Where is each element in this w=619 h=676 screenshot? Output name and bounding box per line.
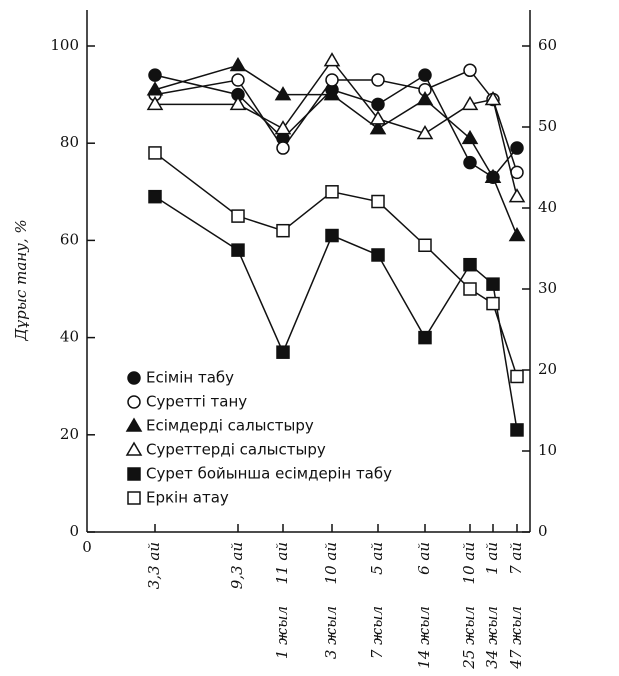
legend-marker bbox=[127, 395, 141, 409]
legend-marker bbox=[125, 417, 143, 432]
marker bbox=[229, 95, 247, 111]
y2-tick-label: 20 bbox=[538, 360, 557, 378]
x-tick-label: 14 жыл bbox=[415, 606, 433, 669]
marker bbox=[461, 129, 479, 145]
marker bbox=[325, 73, 339, 87]
x-tick-label: 10 ай bbox=[460, 542, 478, 584]
marker bbox=[229, 56, 247, 72]
y2-tick-label: 50 bbox=[538, 117, 557, 135]
x-tick-label: 25 жыл bbox=[460, 606, 478, 670]
x-tick-label: 1 жыл bbox=[273, 606, 291, 659]
marker bbox=[510, 369, 524, 384]
legend-label: Есімдерді салыстыру bbox=[146, 417, 314, 435]
legend-label: Сурет бойынша есімдерін табу bbox=[146, 465, 392, 483]
y-tick-label: 40 bbox=[60, 328, 79, 346]
marker bbox=[461, 95, 479, 111]
x-tick-label: 3 жыл bbox=[322, 606, 340, 659]
marker bbox=[146, 81, 164, 96]
marker bbox=[416, 124, 434, 140]
legend-label: Есімін табу bbox=[146, 369, 234, 387]
x-tick-label: 5 ай bbox=[368, 542, 386, 575]
x-tick-label: 47 жыл bbox=[507, 606, 525, 670]
marker bbox=[510, 423, 524, 437]
y2-tick-label: 40 bbox=[538, 198, 557, 216]
marker bbox=[416, 90, 434, 106]
marker bbox=[508, 227, 526, 242]
x-tick-label: 11 ай bbox=[273, 542, 291, 584]
legend-label: Еркін атау bbox=[146, 489, 229, 507]
marker bbox=[325, 228, 339, 243]
marker bbox=[148, 68, 162, 82]
x-tick-label: 9,3 ай bbox=[228, 542, 246, 589]
marker bbox=[274, 120, 292, 135]
marker bbox=[371, 73, 385, 87]
legend-marker bbox=[127, 467, 141, 481]
marker bbox=[418, 68, 432, 82]
y-tick-label: 20 bbox=[60, 425, 79, 443]
marker bbox=[276, 345, 290, 359]
y2-tick-label: 0 bbox=[538, 522, 548, 540]
x-tick-label: 7 жыл bbox=[368, 606, 386, 659]
x-tick-label: 6 ай bbox=[415, 542, 433, 575]
marker bbox=[486, 296, 500, 311]
y2-tick-label: 10 bbox=[538, 441, 557, 459]
x-tick-label: 7 ай bbox=[507, 542, 525, 575]
marker bbox=[510, 141, 524, 155]
marker bbox=[323, 86, 341, 101]
marker bbox=[148, 146, 162, 160]
marker bbox=[486, 277, 500, 291]
marker bbox=[325, 185, 339, 199]
marker bbox=[323, 52, 341, 67]
x-tick-label: 34 жыл bbox=[483, 606, 501, 669]
legend-label: Суреттерді салыстыру bbox=[146, 441, 326, 459]
marker bbox=[231, 73, 245, 87]
marker bbox=[463, 282, 477, 296]
y-tick-label: 100 bbox=[50, 36, 79, 54]
marker bbox=[274, 86, 292, 101]
legend-label: Суретті тану bbox=[146, 393, 247, 411]
marker bbox=[463, 257, 477, 272]
legend-marker bbox=[125, 441, 143, 456]
x-tick-label: 1 ай bbox=[483, 542, 501, 575]
marker bbox=[463, 155, 477, 170]
legend-marker bbox=[127, 491, 141, 505]
y2-tick-label: 60 bbox=[538, 36, 557, 54]
marker bbox=[369, 110, 387, 125]
y-tick-label: 60 bbox=[60, 230, 79, 248]
marker bbox=[508, 188, 526, 203]
marker bbox=[371, 248, 385, 262]
marker bbox=[276, 141, 290, 155]
y-tick-label: 0 bbox=[69, 522, 79, 540]
marker bbox=[371, 194, 385, 209]
marker bbox=[463, 63, 477, 78]
marker bbox=[418, 330, 432, 345]
x-origin-label: 0 bbox=[82, 538, 92, 556]
marker bbox=[418, 238, 432, 253]
x-tick-label: 10 ай bbox=[322, 542, 340, 584]
y-tick-label: 80 bbox=[60, 133, 79, 151]
marker bbox=[231, 209, 245, 223]
marker bbox=[484, 90, 502, 106]
marker bbox=[146, 95, 164, 111]
y2-tick-label: 30 bbox=[538, 279, 557, 297]
marker bbox=[484, 168, 502, 183]
marker bbox=[276, 223, 290, 238]
marker bbox=[231, 243, 245, 257]
marker bbox=[369, 120, 387, 135]
x-tick-label: 3,3 ай bbox=[145, 542, 163, 589]
marker bbox=[148, 189, 162, 204]
y-axis-label: Дұрыс тану, % bbox=[12, 219, 30, 341]
legend-marker bbox=[127, 371, 141, 385]
marker bbox=[371, 97, 385, 112]
